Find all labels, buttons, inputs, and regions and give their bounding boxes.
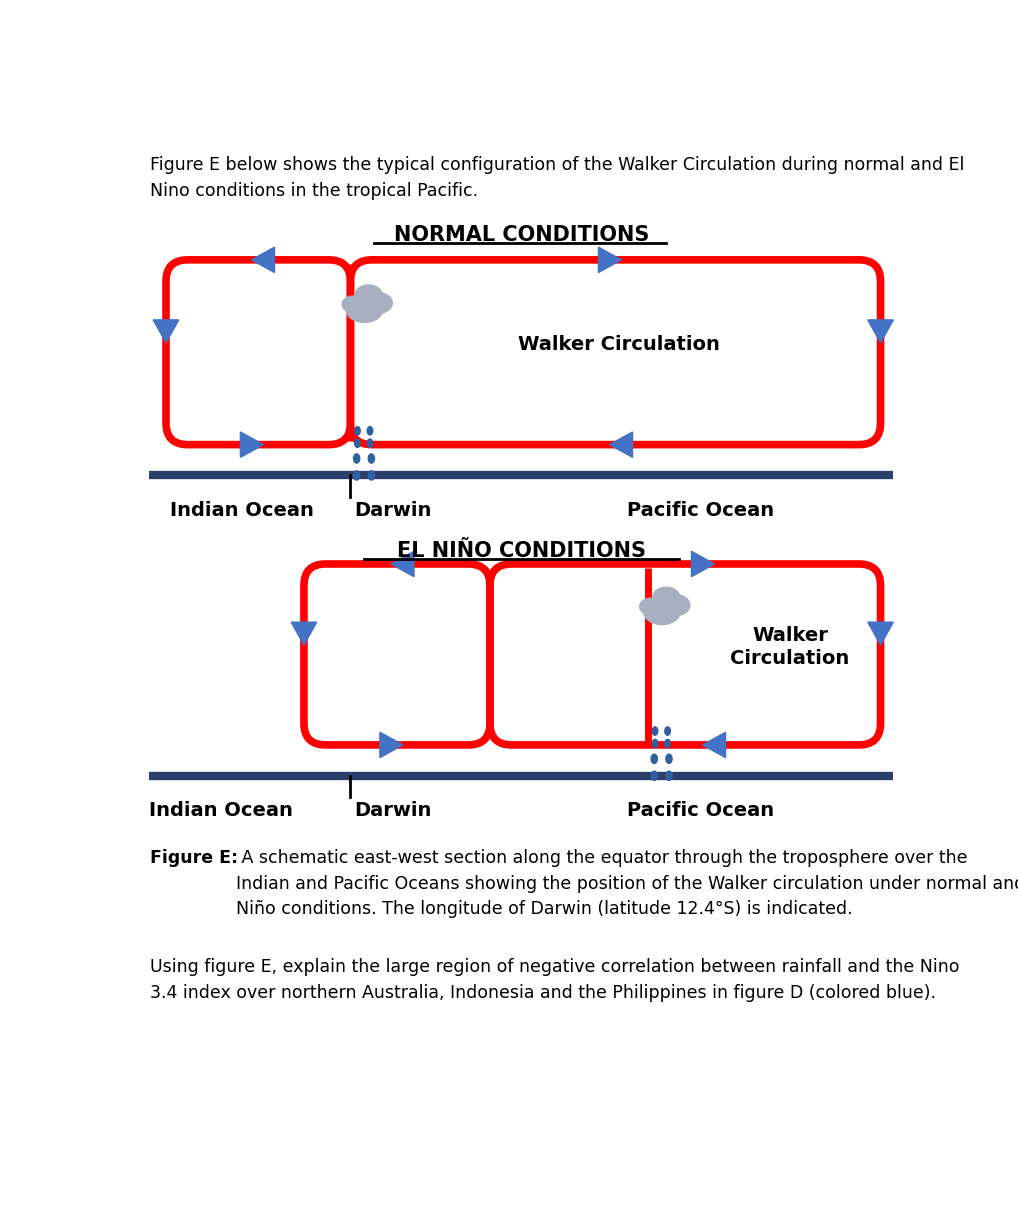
Ellipse shape: [367, 439, 373, 447]
Polygon shape: [380, 732, 403, 758]
Ellipse shape: [346, 297, 383, 323]
Polygon shape: [599, 247, 621, 273]
Polygon shape: [867, 622, 894, 645]
Text: A schematic east-west section along the equator through the troposphere over the: A schematic east-west section along the …: [236, 849, 1018, 918]
Text: Figure E below shows the typical configuration of the Walker Circulation during : Figure E below shows the typical configu…: [151, 156, 965, 200]
Ellipse shape: [643, 600, 680, 624]
Text: Darwin: Darwin: [354, 802, 432, 820]
Polygon shape: [610, 431, 632, 457]
Ellipse shape: [652, 754, 658, 764]
Ellipse shape: [353, 470, 359, 480]
Text: Walker
Circulation: Walker Circulation: [730, 626, 849, 668]
Text: Indian Ocean: Indian Ocean: [149, 802, 293, 820]
Text: Pacific Ocean: Pacific Ocean: [627, 501, 775, 519]
Ellipse shape: [653, 587, 679, 606]
Ellipse shape: [369, 470, 375, 480]
Text: NORMAL CONDITIONS: NORMAL CONDITIONS: [394, 225, 649, 246]
Polygon shape: [691, 551, 715, 577]
Ellipse shape: [662, 595, 690, 616]
Ellipse shape: [354, 426, 360, 435]
Ellipse shape: [666, 754, 672, 764]
Ellipse shape: [639, 599, 662, 615]
Polygon shape: [391, 551, 414, 577]
Text: Darwin: Darwin: [354, 501, 432, 519]
Polygon shape: [702, 732, 726, 758]
Text: Pacific Ocean: Pacific Ocean: [627, 802, 775, 820]
Polygon shape: [291, 622, 317, 645]
Polygon shape: [240, 431, 264, 457]
Polygon shape: [867, 320, 894, 342]
Ellipse shape: [353, 453, 359, 463]
Text: EL NIÑO CONDITIONS: EL NIÑO CONDITIONS: [397, 541, 646, 561]
Ellipse shape: [666, 771, 672, 781]
Ellipse shape: [355, 285, 382, 304]
Ellipse shape: [665, 727, 671, 736]
Ellipse shape: [653, 739, 658, 748]
Ellipse shape: [364, 292, 392, 313]
Ellipse shape: [354, 439, 360, 447]
Text: Figure E:: Figure E:: [151, 849, 238, 866]
Ellipse shape: [342, 296, 364, 313]
Ellipse shape: [367, 426, 373, 435]
Text: Indian Ocean: Indian Ocean: [170, 501, 314, 519]
Ellipse shape: [653, 727, 658, 736]
Ellipse shape: [665, 739, 671, 748]
Polygon shape: [154, 320, 179, 342]
Polygon shape: [251, 247, 275, 273]
Ellipse shape: [369, 453, 375, 463]
Text: Using figure E, explain the large region of negative correlation between rainfal: Using figure E, explain the large region…: [151, 958, 960, 1002]
Text: Walker Circulation: Walker Circulation: [518, 335, 721, 354]
Ellipse shape: [652, 771, 658, 781]
